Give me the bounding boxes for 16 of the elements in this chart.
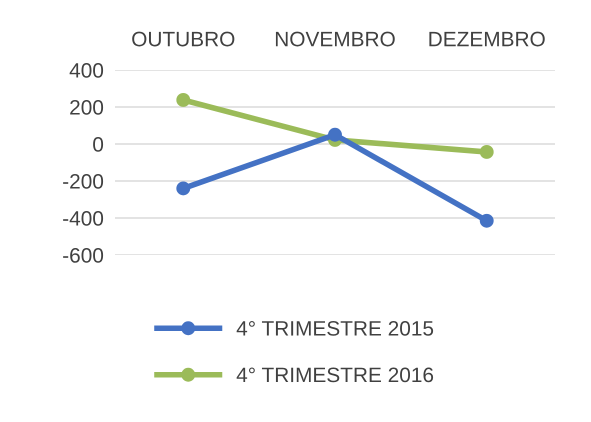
x-tick-label: DEZEMBRO [429, 32, 545, 46]
y-tick-label: -400 [63, 211, 104, 226]
point [328, 128, 342, 142]
point [176, 93, 190, 107]
legend-label: 4° TRIMESTRE 2015 [236, 320, 434, 336]
x-tick-label: NOVEMBRO [276, 32, 395, 46]
point [176, 181, 190, 196]
legend-label: 4° TRIMESTRE 2016 [236, 368, 434, 382]
x-tick-label: OUTUBRO [132, 32, 234, 46]
y-tick-label: 400 [70, 63, 104, 78]
y-tick-label: 0 [93, 137, 104, 152]
point [480, 145, 494, 159]
point [480, 214, 494, 228]
y-tick-label: -200 [63, 174, 104, 189]
y-tick-label: 200 [70, 100, 104, 115]
y-tick-label: -600 [63, 248, 104, 263]
